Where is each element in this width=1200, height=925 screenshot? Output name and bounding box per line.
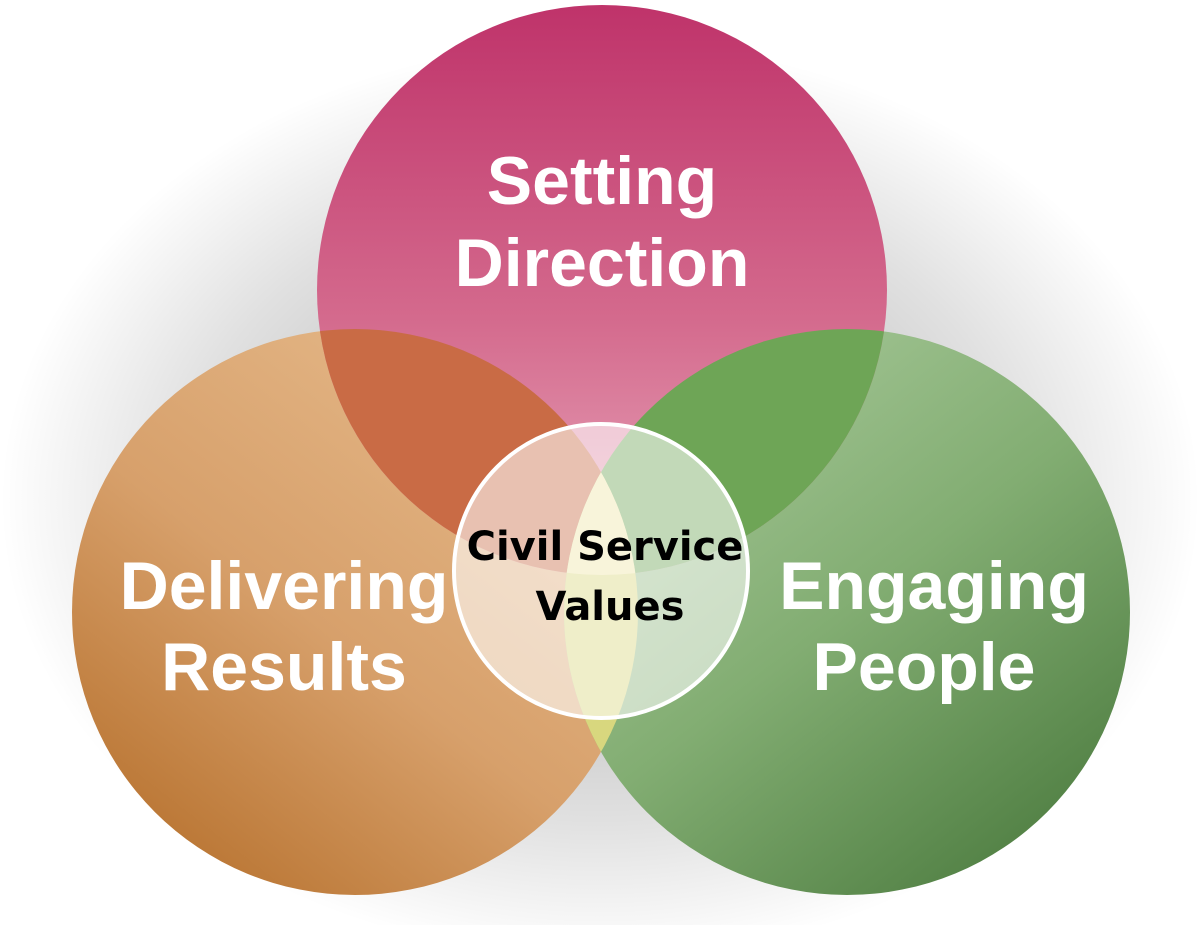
label-engaging-line1: Engaging <box>779 548 1089 624</box>
label-engaging-line2: People <box>813 629 1036 705</box>
center-circle <box>452 422 750 720</box>
label-center-line2: Values <box>536 584 685 630</box>
label-setting-line2: Direction <box>455 225 750 301</box>
label-setting-line1: Setting <box>487 143 717 219</box>
label-center-line1: Civil Service <box>467 524 744 570</box>
label-delivering-line2: Results <box>161 629 407 705</box>
label-delivering-line1: Delivering <box>120 548 449 624</box>
